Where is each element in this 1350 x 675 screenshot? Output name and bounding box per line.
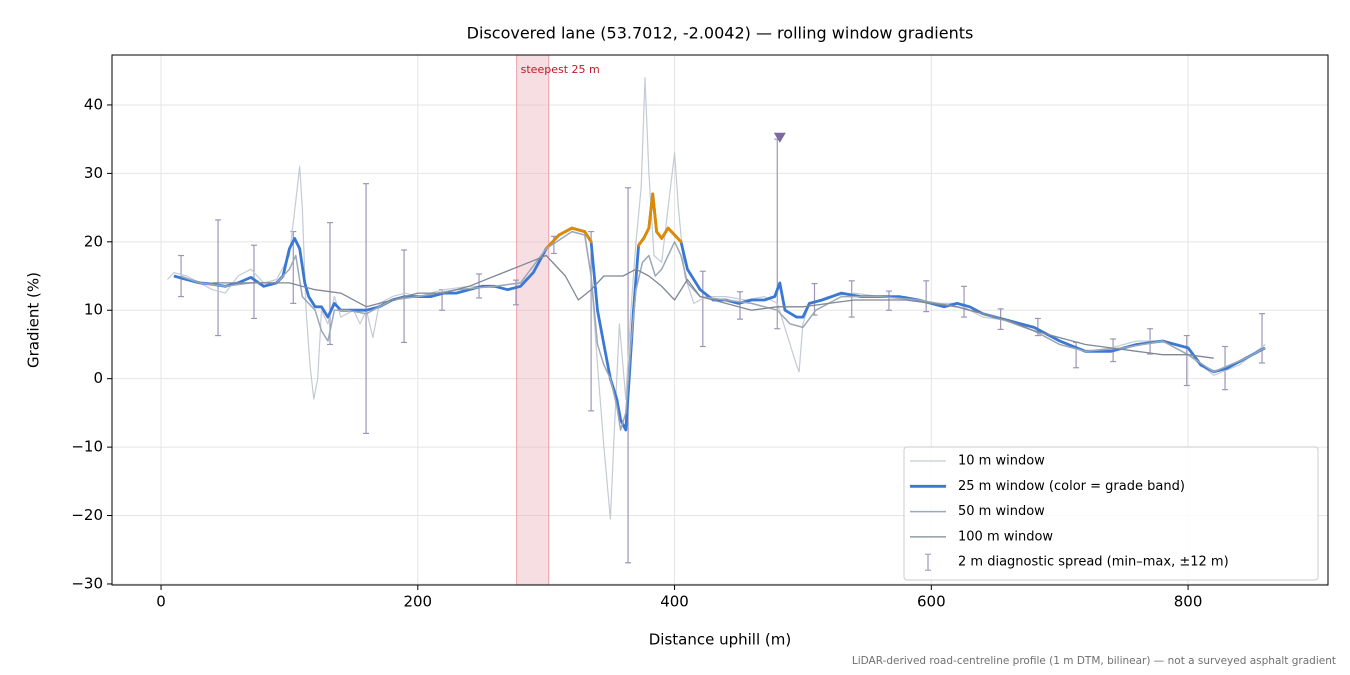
y-tick-label: 20 (84, 232, 103, 250)
grade-band-segment (673, 233, 683, 244)
y-tick-label: 0 (93, 369, 103, 387)
series-line (212, 254, 1214, 359)
legend-label: 50 m window (958, 504, 1045, 519)
y-tick-label: 40 (84, 95, 103, 113)
legend-label: 100 m window (958, 529, 1053, 544)
x-tick-label: 800 (1174, 593, 1203, 611)
plot-frame (111, 54, 1329, 586)
grade-band-segment (651, 192, 658, 233)
grade-band-segment (557, 226, 574, 237)
grade-band-segment (666, 226, 676, 237)
y-tick-label: −30 (71, 574, 103, 592)
x-tick-label: 200 (403, 593, 432, 611)
series-line (173, 192, 1266, 432)
grade-band-segment (544, 233, 561, 251)
y-tick-label: −10 (71, 438, 103, 456)
y-tick-label: 30 (84, 164, 103, 182)
legend-label: 10 m window (958, 454, 1045, 469)
footnote: LiDAR-derived road-centreline profile (1… (852, 655, 1336, 667)
x-tick-label: 0 (156, 593, 166, 611)
chart-title: Discovered lane (53.7012, -2.0042) — rol… (467, 24, 974, 43)
grade-band-segment (642, 226, 651, 240)
legend-label: 25 m window (color = grade band) (958, 479, 1185, 494)
grade-band-segment (570, 226, 587, 233)
y-tick-label: 10 (84, 301, 103, 319)
highlight-band (516, 54, 550, 586)
highlight-label: steepest 25 m (521, 63, 600, 76)
series-line (180, 230, 1266, 431)
x-tick-label: 600 (917, 593, 946, 611)
y-tick-label: −20 (71, 506, 103, 524)
legend-label: 2 m diagnostic spread (min–max, ±12 m) (958, 555, 1229, 570)
x-axis-label: Distance uphill (m) (649, 631, 791, 649)
clip-marker (773, 132, 786, 143)
legend-box (903, 446, 1319, 581)
grade-band-segment (660, 226, 670, 240)
grade-band-segment (637, 236, 646, 247)
x-tick-label: 400 (660, 593, 689, 611)
grade-band-segment (583, 230, 593, 244)
y-axis-label: Gradient (%) (25, 272, 43, 368)
